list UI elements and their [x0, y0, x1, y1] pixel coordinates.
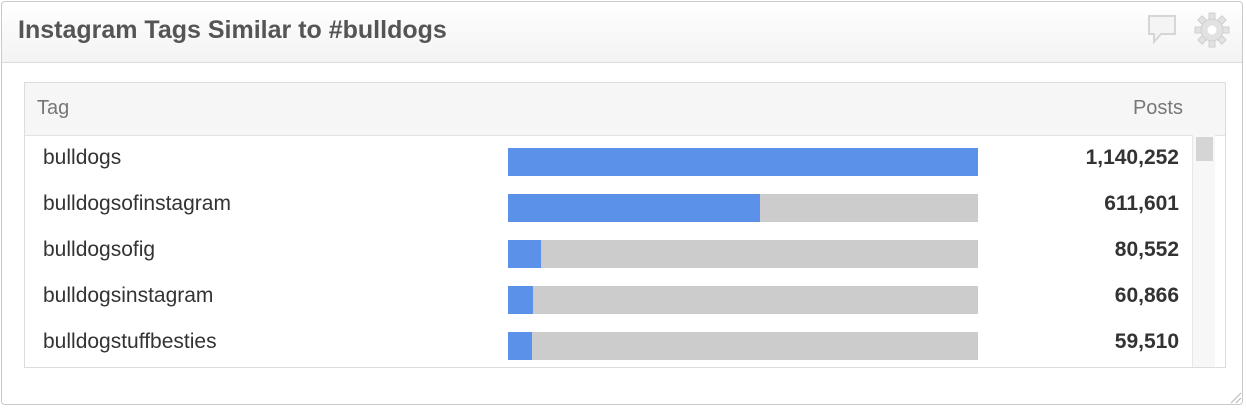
resize-grip-icon[interactable]: [1226, 388, 1242, 404]
widget-title: Instagram Tags Similar to #bulldogs: [18, 16, 447, 44]
tag-name[interactable]: bulldogs: [43, 146, 122, 169]
posts-bar-fill: [508, 194, 760, 222]
table-row[interactable]: bulldogs 1,140,252: [25, 137, 1195, 183]
gear-icon[interactable]: [1194, 12, 1230, 53]
posts-count: 611,601: [1104, 192, 1179, 215]
column-header-posts[interactable]: Posts: [1132, 97, 1183, 119]
tag-name[interactable]: bulldogsinstagram: [43, 284, 214, 307]
posts-count: 80,552: [1114, 238, 1179, 261]
tags-table: Tag Posts bulldogs 1,140,252 bulldogsofins…: [24, 82, 1226, 368]
posts-count: 60,866: [1114, 284, 1179, 307]
posts-bar-track: [508, 286, 978, 314]
comment-icon[interactable]: [1145, 12, 1179, 51]
scrollbar[interactable]: [1192, 135, 1215, 367]
tag-name[interactable]: bulldogsofig: [43, 238, 156, 261]
posts-bar-fill: [508, 286, 533, 314]
widget-header: Instagram Tags Similar to #bulldogs: [2, 2, 1242, 63]
table-row[interactable]: bulldogsofinstagram 611,601: [25, 183, 1195, 229]
table-row[interactable]: bulldogsinstagram 60,866: [25, 275, 1195, 321]
posts-bar-track: [508, 240, 978, 268]
posts-bar-track: [508, 194, 978, 222]
posts-bar-fill: [508, 240, 542, 268]
table-row[interactable]: bulldogsofig 80,552: [25, 229, 1195, 275]
column-header-tag[interactable]: Tag: [37, 97, 70, 119]
posts-bar-track: [508, 332, 978, 360]
table-header: Tag Posts: [25, 83, 1225, 136]
posts-bar-track: [508, 148, 978, 176]
tag-name[interactable]: bulldogstuffbesties: [43, 330, 217, 353]
scrollbar-thumb[interactable]: [1196, 137, 1213, 161]
tag-name[interactable]: bulldogsofinstagram: [43, 192, 231, 215]
posts-count: 59,510: [1114, 330, 1179, 353]
posts-bar-fill: [508, 332, 533, 360]
table-row[interactable]: bulldogstuffbesties 59,510: [25, 321, 1195, 367]
posts-bar-fill: [508, 148, 978, 176]
posts-count: 1,140,252: [1085, 146, 1179, 169]
